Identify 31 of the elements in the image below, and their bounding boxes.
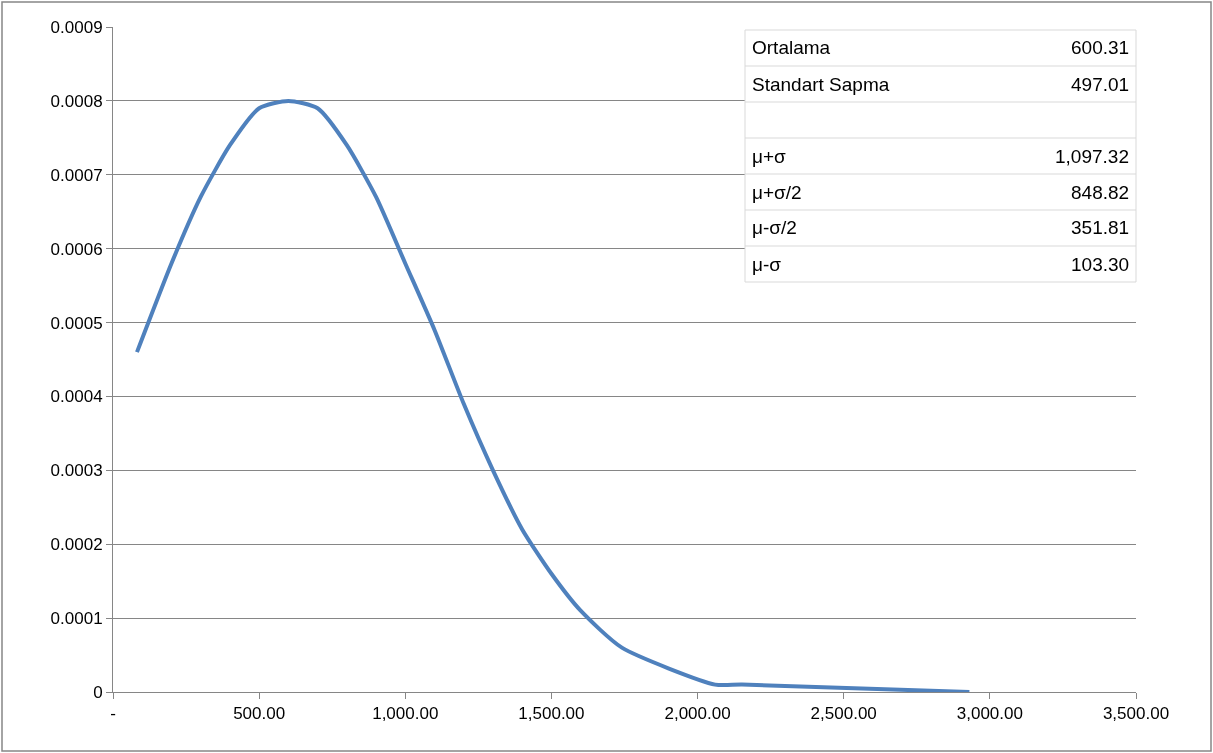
x-tick-label: 500.00 bbox=[233, 704, 286, 724]
y-tick-label: 0.0008 bbox=[50, 91, 103, 111]
annotation: μ-σ bbox=[752, 254, 782, 275]
y-tick-label: 0.0003 bbox=[50, 461, 103, 481]
annotation: 103.30 bbox=[1071, 254, 1130, 275]
x-tick-label: 3,500.00 bbox=[1102, 704, 1170, 724]
annotation: μ+σ bbox=[752, 146, 787, 167]
x-tick-label: 1,500.00 bbox=[518, 704, 585, 724]
annotation: Ortalama bbox=[752, 37, 831, 58]
annotation: 1,097.32 bbox=[1055, 146, 1129, 167]
y-tick-label: 0.0005 bbox=[50, 313, 103, 333]
y-tick-label: 0.0007 bbox=[50, 165, 103, 185]
x-tick-label: - bbox=[110, 704, 116, 724]
x-tick-label: 2,500.00 bbox=[810, 704, 877, 724]
annotation: 600.31 bbox=[1071, 37, 1130, 58]
y-tick-label: 0.0004 bbox=[50, 387, 103, 407]
line-series bbox=[134, 98, 972, 692]
annotation: Standart Sapma bbox=[752, 74, 890, 95]
annotation: μ+σ/2 bbox=[752, 182, 802, 203]
annotation: 351.81 bbox=[1071, 217, 1130, 238]
annotation: 497.01 bbox=[1071, 74, 1130, 95]
annotation: μ-σ/2 bbox=[752, 217, 797, 238]
annotation: 848.82 bbox=[1071, 182, 1130, 203]
y-tick-label: 0.0009 bbox=[50, 17, 103, 37]
y-tick-label: 0 bbox=[93, 682, 103, 702]
x-tick-label: 1,000.00 bbox=[372, 704, 439, 724]
y-tick-label: 0.0006 bbox=[50, 239, 103, 259]
y-tick-label: 0.0001 bbox=[50, 609, 103, 629]
y-tick-label: 0.0002 bbox=[50, 535, 103, 555]
x-tick-label: 2,000.00 bbox=[664, 704, 731, 724]
x-tick-label: 3,000.00 bbox=[956, 704, 1023, 724]
